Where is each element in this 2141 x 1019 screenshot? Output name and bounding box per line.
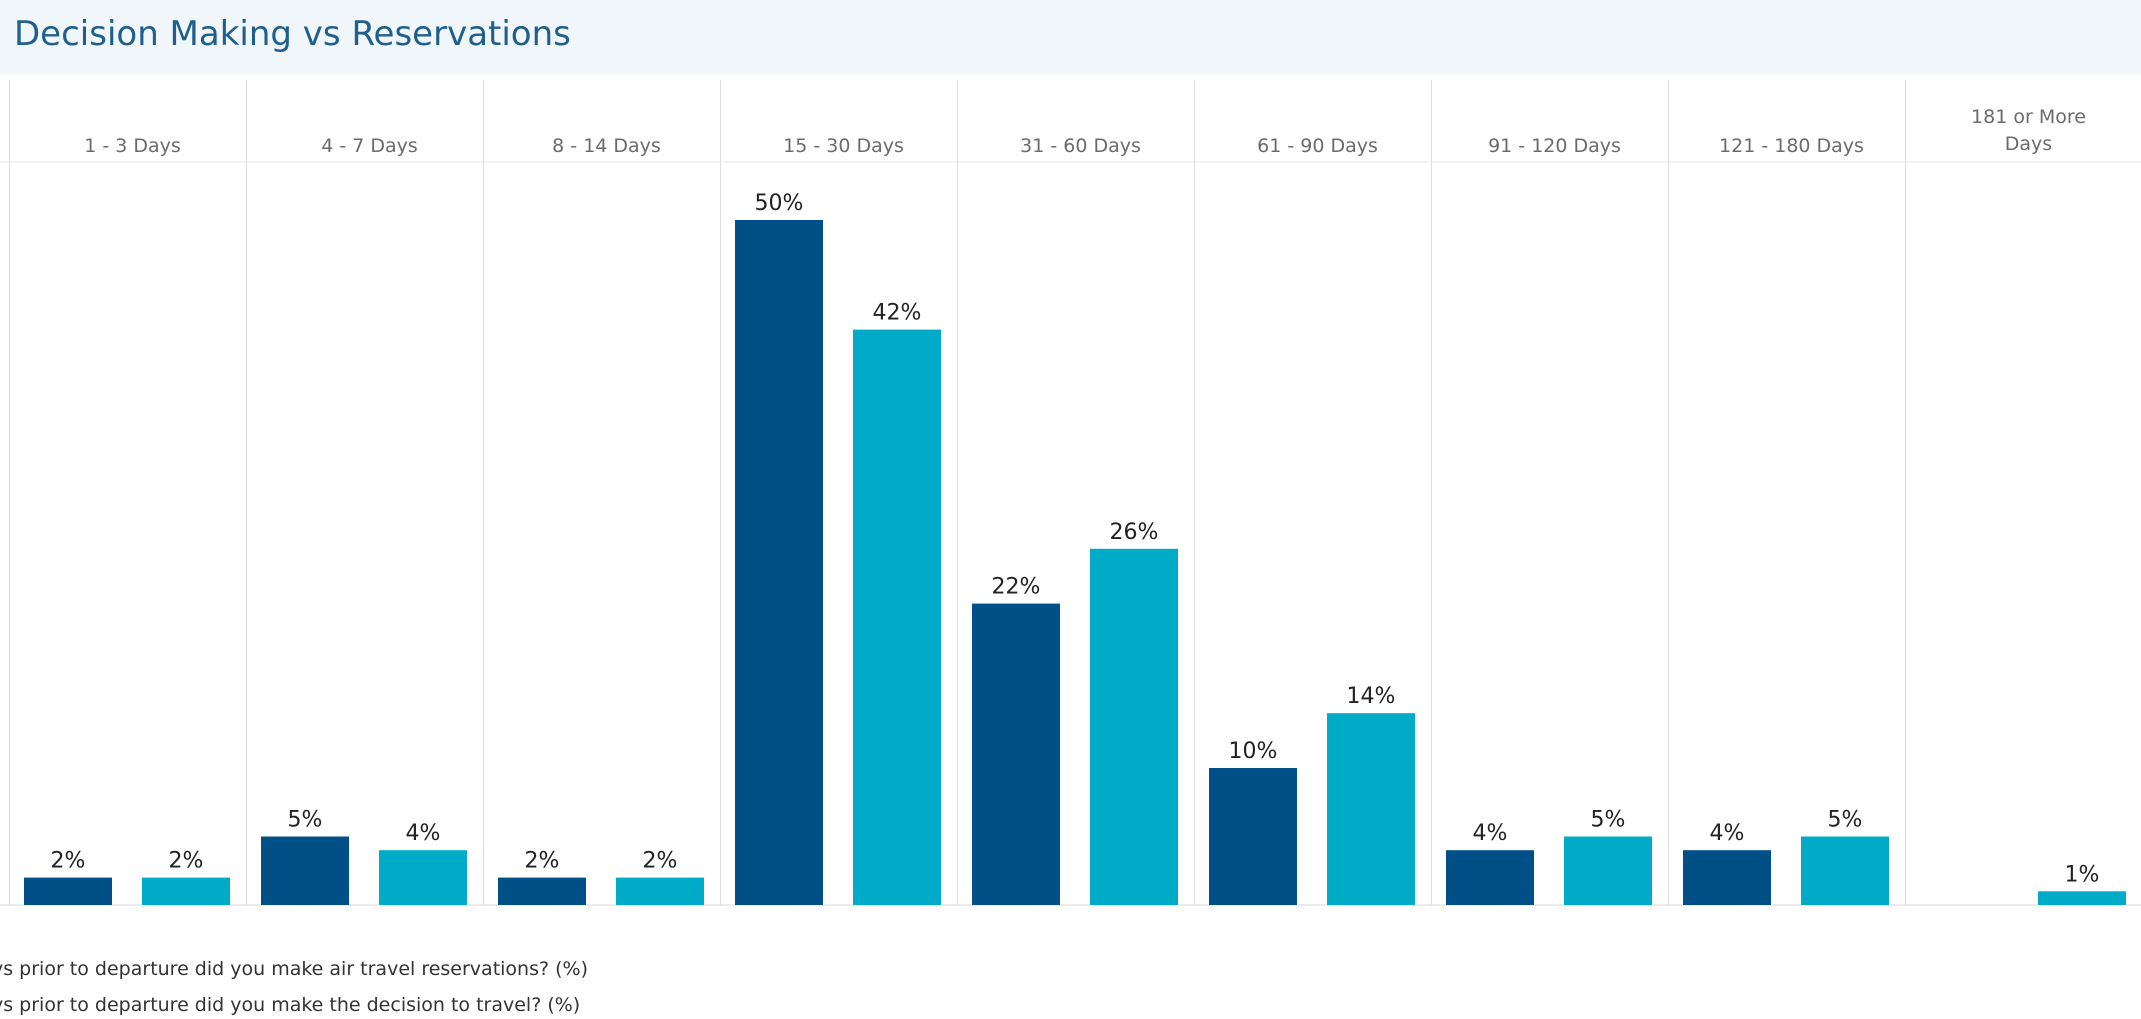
bar <box>1327 713 1415 905</box>
bar <box>24 877 112 905</box>
data-label: 22% <box>992 575 1041 600</box>
data-label: 2% <box>525 849 560 874</box>
category-label: 1 - 3 Days <box>84 135 181 157</box>
category-label: 31 - 60 Days <box>1020 135 1141 157</box>
bar <box>1090 548 1178 905</box>
data-label: 10% <box>1229 739 1278 764</box>
data-label: 4% <box>406 821 441 846</box>
bar <box>261 836 349 905</box>
data-label: 5% <box>1828 808 1863 833</box>
bar <box>735 220 823 905</box>
data-label: 26% <box>1110 520 1159 545</box>
bar <box>498 877 586 905</box>
bar <box>142 877 230 905</box>
data-label: 42% <box>873 301 922 326</box>
bar <box>379 850 467 905</box>
bar <box>2038 891 2126 905</box>
category-label: 15 - 30 Days <box>783 135 904 157</box>
bar <box>1801 836 1889 905</box>
data-label: 5% <box>1591 808 1626 833</box>
bar <box>853 329 941 906</box>
category-label: 4 - 7 Days <box>321 135 418 157</box>
category-label: 91 - 120 Days <box>1488 135 1621 157</box>
bar-chart: 1 - 3 Days 4 - 7 Days 8 - 14 Days 15 - 30 D… <box>0 80 2141 906</box>
data-label: 14% <box>1347 684 1396 709</box>
bar <box>1209 768 1297 905</box>
bar <box>616 877 704 905</box>
category-label: 61 - 90 Days <box>1257 135 1378 157</box>
bar <box>1683 850 1771 905</box>
data-label: 2% <box>643 849 678 874</box>
data-label: 4% <box>1473 821 1508 846</box>
category-label: 8 - 14 Days <box>552 135 661 157</box>
legend-entry-reservations: ys prior to departure did you make air t… <box>0 958 588 980</box>
data-label: 2% <box>51 849 86 874</box>
data-label: 1% <box>2065 862 2100 887</box>
title-bar <box>0 0 2141 74</box>
chart-title: Decision Making vs Reservations <box>14 14 571 54</box>
bar <box>972 603 1060 905</box>
category-label: 121 - 180 Days <box>1719 135 1864 157</box>
data-label: 4% <box>1710 821 1745 846</box>
data-label: 50% <box>755 191 804 216</box>
data-label: 2% <box>169 849 204 874</box>
bar <box>1446 850 1534 905</box>
data-label: 5% <box>288 808 323 833</box>
category-label: 181 or More Days <box>1971 106 2086 155</box>
legend-entry-decision: ys prior to departure did you make the d… <box>0 994 581 1016</box>
bar <box>1564 836 1652 905</box>
